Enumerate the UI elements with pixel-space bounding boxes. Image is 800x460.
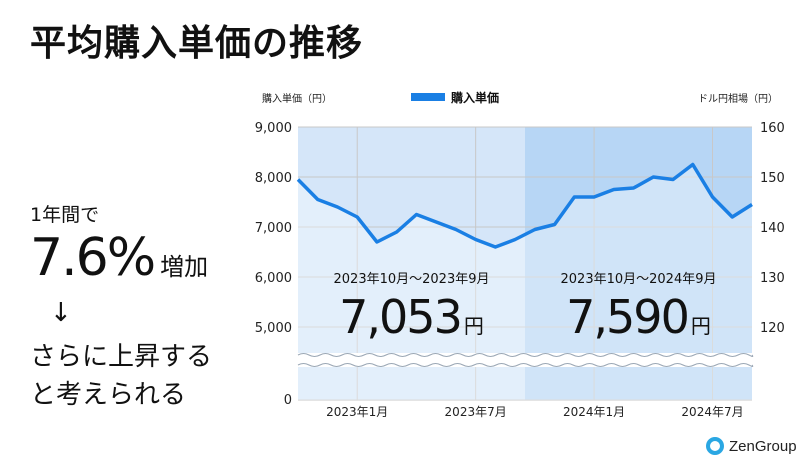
conclusion-text: さらに上昇する と考えられる: [30, 338, 212, 414]
brand-logo: ZenGroup: [706, 437, 797, 455]
y-left-axis-label: 購入単価（円）: [262, 92, 332, 105]
conclusion-line-2: と考えられる: [30, 380, 187, 410]
increase-suffix: 増加: [160, 253, 209, 281]
axis-break-wave-top: [297, 353, 754, 357]
y-left-tick-label: 9,000: [255, 121, 292, 136]
x-tick-label: 2023年1月: [326, 405, 388, 419]
legend-swatch: [411, 93, 445, 101]
y-left-tick-label: 0: [284, 393, 292, 408]
x-tick-label: 2024年1月: [563, 405, 625, 419]
y-left-tick-label: 6,000: [255, 271, 292, 286]
y-right-tick-label: 130: [760, 271, 785, 286]
y-left-tick-label: 5,000: [255, 321, 292, 336]
x-tick-label: 2024年7月: [681, 405, 743, 419]
increase-line: 7.6% 増加: [30, 228, 208, 288]
y-left-tick-label: 7,000: [255, 221, 292, 236]
x-tick-label: 2023年7月: [445, 405, 507, 419]
band-average-value: 7,590 円: [566, 290, 711, 344]
legend-label: 購入単価: [450, 90, 499, 105]
y-right-tick-label: 140: [760, 221, 785, 236]
axis-break-wave-bottom: [297, 363, 754, 367]
band-average-value: 7,053 円: [339, 290, 484, 344]
band-period-label: 2023年10月〜2023年9月: [334, 272, 490, 287]
down-arrow-icon: ↓: [50, 298, 72, 328]
conclusion-line-1: さらに上昇する: [30, 342, 213, 372]
series-area: [298, 164, 752, 400]
y-left-tick-label: 8,000: [255, 171, 292, 186]
band-average-unit: 円: [691, 314, 711, 338]
y-right-axis-label: ドル円相場（円）: [698, 92, 778, 105]
increase-value: 7.6%: [30, 228, 156, 288]
period-label: 1年間で: [30, 204, 100, 226]
y-right-tick-label: 120: [760, 321, 785, 336]
y-right-tick-label: 150: [760, 171, 785, 186]
band-average-unit: 円: [464, 314, 484, 338]
band-average-number: 7,590: [566, 290, 688, 344]
page-title: 平均購入単価の推移: [30, 23, 364, 64]
zengroup-logo-icon: [706, 437, 724, 455]
band-average-number: 7,053: [339, 290, 461, 344]
series-line-purchase-price: [296, 162, 753, 249]
y-right-tick-label: 160: [760, 121, 785, 136]
logo-text: ZenGroup: [729, 437, 797, 455]
band-period-label: 2023年10月〜2024年9月: [561, 272, 717, 287]
